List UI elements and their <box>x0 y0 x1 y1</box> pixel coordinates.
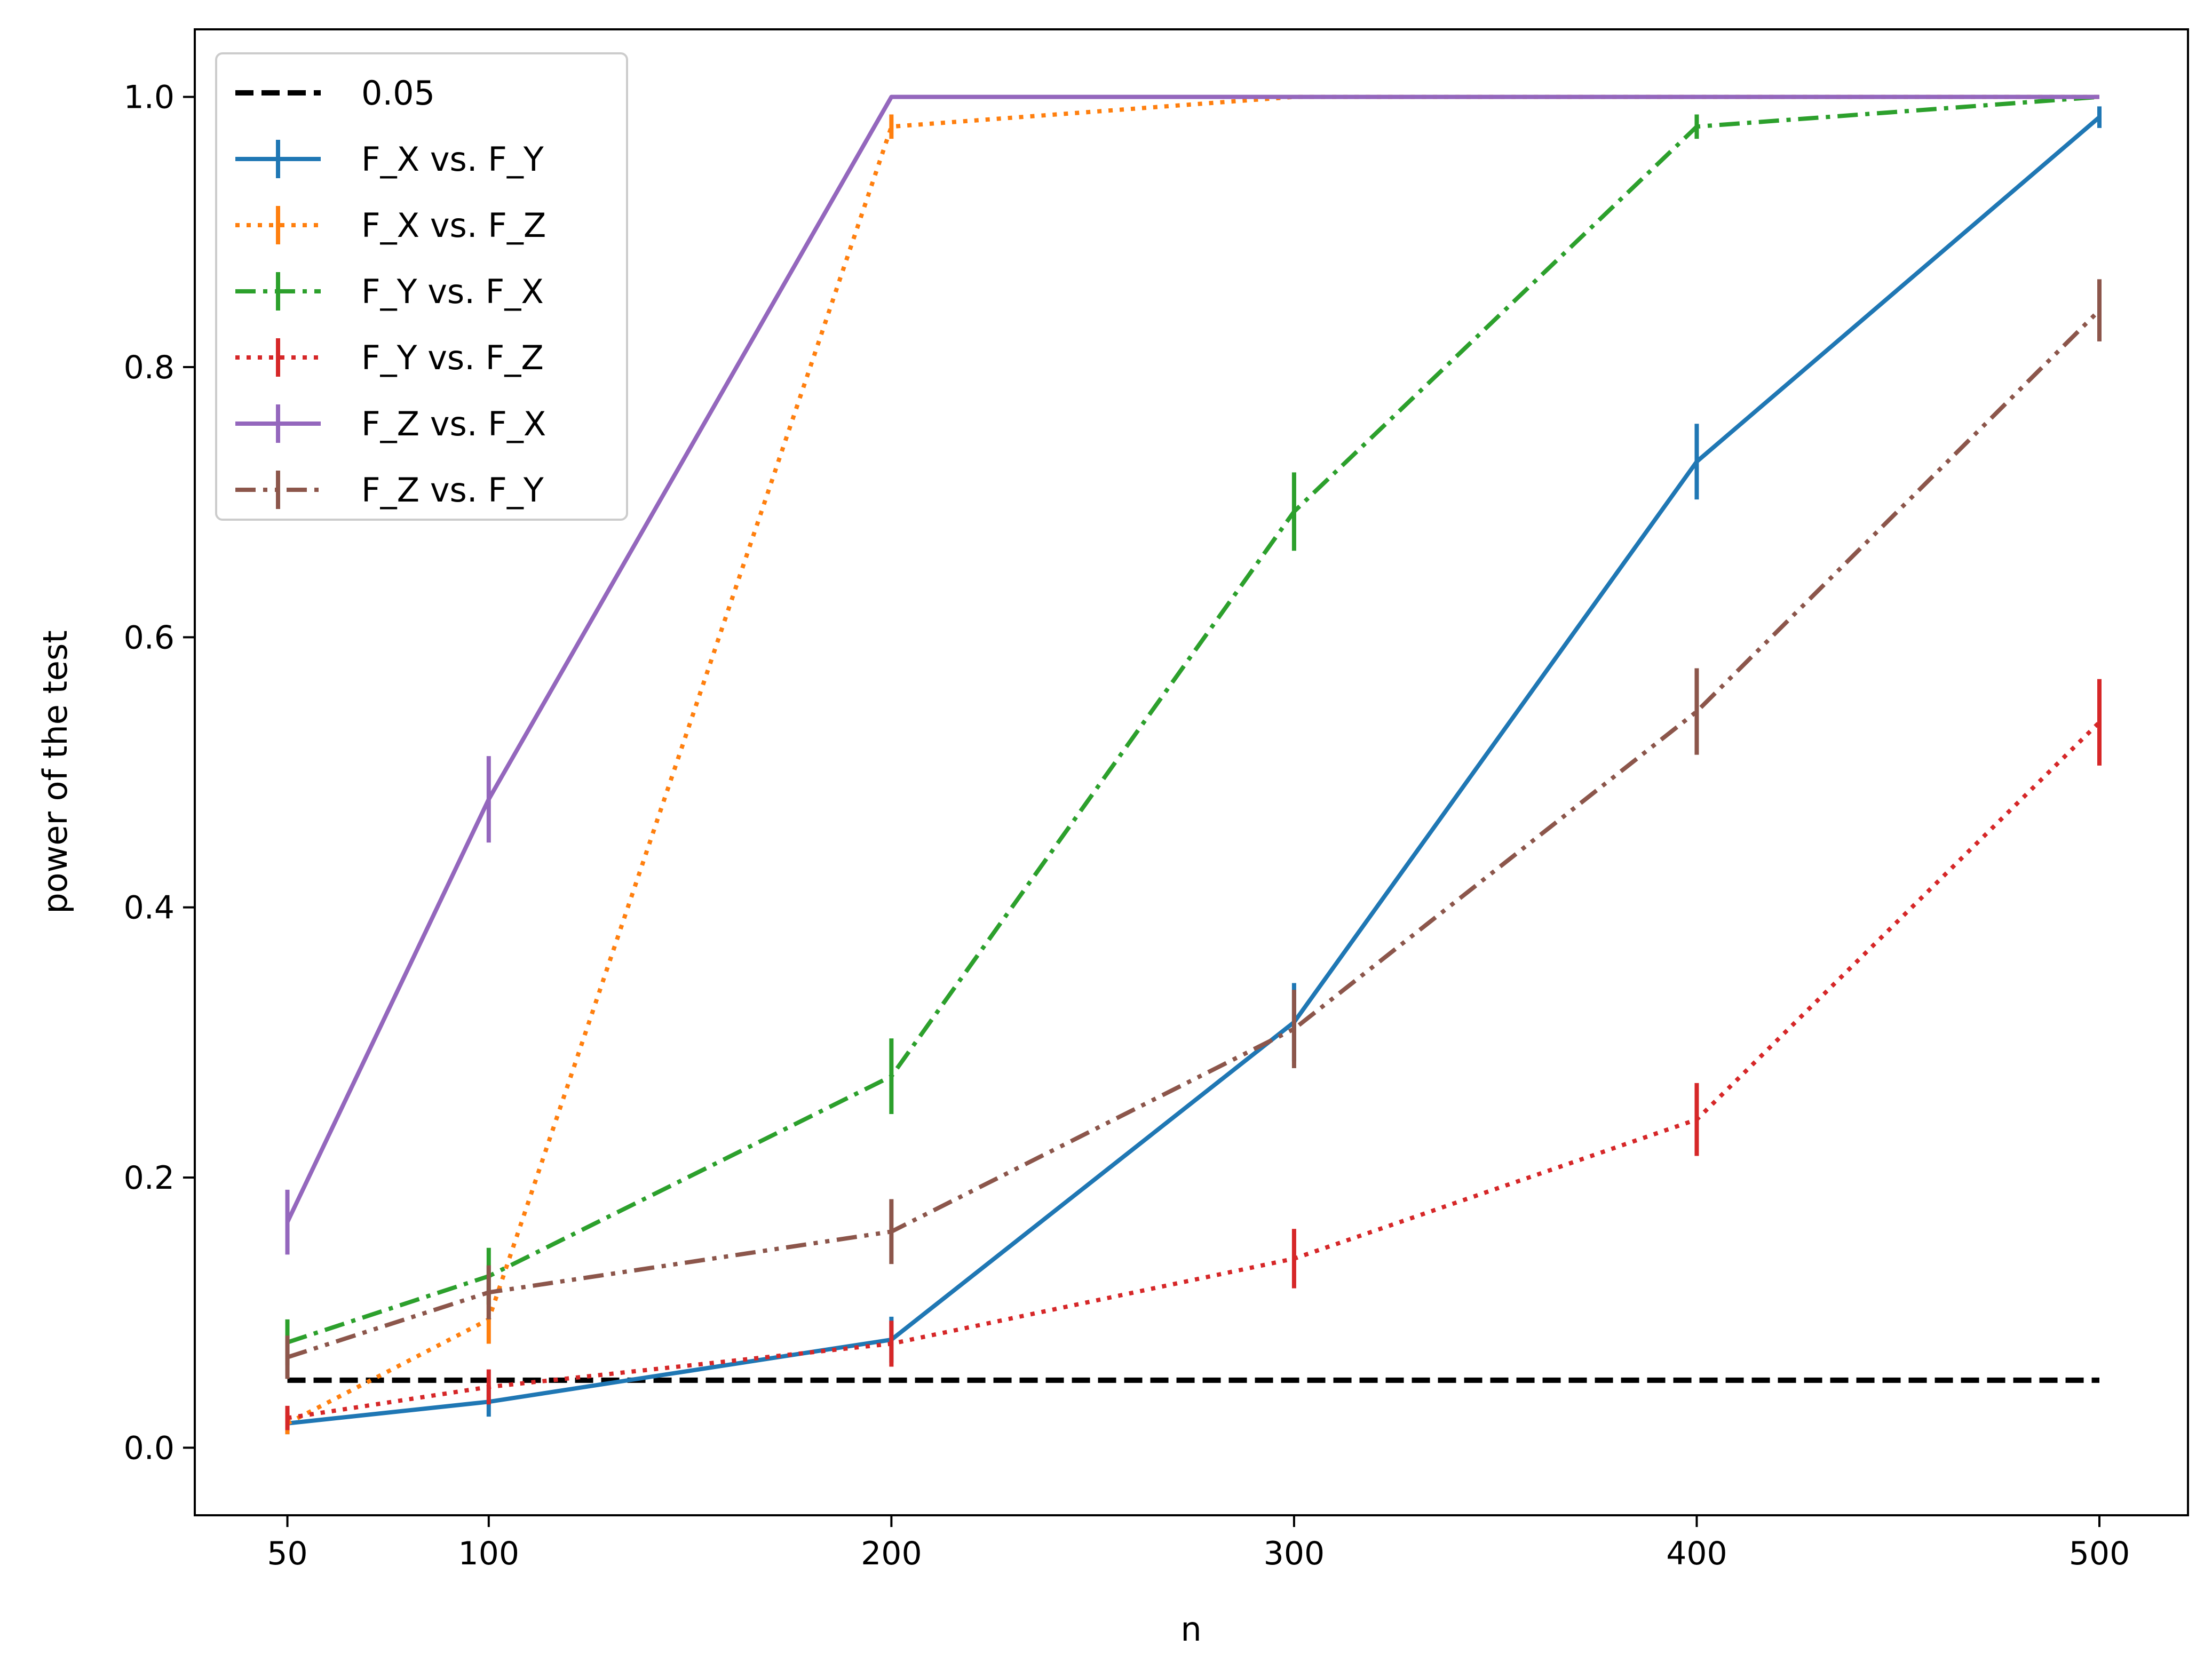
y-tick-label: 1.0 <box>124 79 175 116</box>
y-axis-label: power of the test <box>36 630 75 913</box>
legend: 0.05 F_X vs. F_Y F_X vs. F_Z F_Y vs. F_X F_Y… <box>215 52 628 521</box>
legend-entry: F_Z vs. F_Y <box>235 471 544 510</box>
x-tick-label: 200 <box>861 1535 922 1572</box>
legend-label: F_Z vs. F_X <box>361 404 546 443</box>
legend-label: 0.05 <box>361 74 435 113</box>
y-tick-label: 0.8 <box>124 349 175 386</box>
legend-label: F_Y vs. F_Z <box>361 338 544 377</box>
legend-entry: 0.05 <box>235 74 435 113</box>
series-line <box>285 94 2099 1223</box>
legend-entry: F_X vs. F_Z <box>235 206 546 245</box>
legend-box <box>215 52 628 521</box>
y-tick-label: 0.4 <box>124 889 175 927</box>
legend-entry: F_Y vs. F_Z <box>235 338 544 377</box>
legend-label: F_X vs. F_Z <box>361 206 546 245</box>
series-line <box>287 115 2101 1426</box>
legend-entry: F_Z vs. F_X <box>235 404 546 443</box>
x-tick-label: 50 <box>267 1535 307 1572</box>
plot-frame <box>194 28 2189 1516</box>
series-layer <box>285 94 2102 1435</box>
legend-entry: F_X vs. F_Y <box>235 140 544 179</box>
x-tick-label: 400 <box>1666 1535 1727 1572</box>
series-5 <box>285 94 2099 1255</box>
y-tick-label: 0.0 <box>124 1429 175 1467</box>
x-axis: 50 100 200 300 400 500 <box>267 1515 2130 1572</box>
legend-label: F_X vs. F_Y <box>361 140 544 179</box>
x-axis-label: n <box>1180 1610 1201 1649</box>
y-tick-label: 0.6 <box>124 619 175 656</box>
series-6 <box>285 279 2102 1379</box>
y-axis: 0.0 0.2 0.4 0.6 0.8 1.0 <box>124 79 195 1467</box>
x-tick-label: 100 <box>458 1535 520 1572</box>
legend-entry: F_Y vs. F_X <box>235 272 544 311</box>
x-tick-label: 300 <box>1264 1535 1325 1572</box>
series-4 <box>285 679 2102 1430</box>
x-tick-label: 500 <box>2069 1535 2130 1572</box>
series-line <box>287 720 2101 1420</box>
legend-label: F_Y vs. F_X <box>361 272 544 311</box>
y-tick-label: 0.2 <box>124 1159 175 1197</box>
series-line <box>287 94 2100 1345</box>
legend-label: F_Z vs. F_Y <box>361 471 544 510</box>
